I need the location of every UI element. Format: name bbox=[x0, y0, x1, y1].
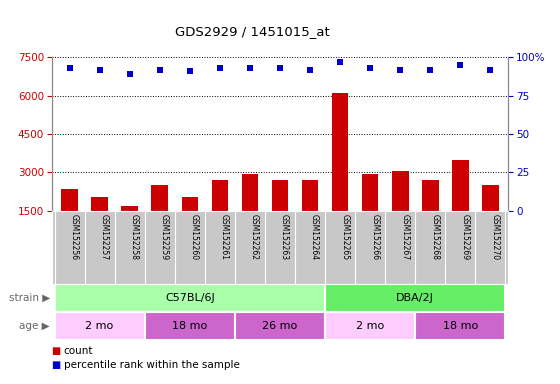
Text: strain ▶: strain ▶ bbox=[8, 293, 50, 303]
Bar bbox=[416, 312, 506, 340]
Text: GSM152258: GSM152258 bbox=[130, 214, 139, 260]
Bar bbox=[325, 312, 416, 340]
Text: ■: ■ bbox=[52, 360, 61, 370]
Point bbox=[155, 66, 164, 73]
Text: GDS2929 / 1451015_at: GDS2929 / 1451015_at bbox=[175, 25, 329, 38]
Text: DBA/2J: DBA/2J bbox=[396, 293, 434, 303]
Bar bbox=[452, 160, 469, 249]
Bar bbox=[325, 284, 506, 312]
Text: GSM152264: GSM152264 bbox=[310, 214, 319, 260]
Text: GSM152260: GSM152260 bbox=[190, 214, 199, 260]
Bar bbox=[91, 197, 108, 249]
Bar bbox=[151, 185, 168, 249]
Point bbox=[335, 59, 344, 65]
Text: C57BL/6J: C57BL/6J bbox=[165, 293, 214, 303]
Point bbox=[426, 66, 435, 73]
Point bbox=[456, 62, 465, 68]
Text: ■: ■ bbox=[52, 346, 61, 356]
Point bbox=[245, 65, 254, 71]
Text: GSM152261: GSM152261 bbox=[220, 214, 229, 260]
Bar bbox=[181, 197, 198, 249]
Text: GSM152257: GSM152257 bbox=[100, 214, 109, 260]
Text: GSM152256: GSM152256 bbox=[69, 214, 78, 260]
Bar bbox=[362, 174, 379, 249]
Bar bbox=[54, 312, 144, 340]
Point bbox=[125, 71, 134, 77]
Text: GSM152268: GSM152268 bbox=[430, 214, 439, 260]
Bar bbox=[122, 206, 138, 249]
Text: 2 mo: 2 mo bbox=[356, 321, 384, 331]
Text: GSM152259: GSM152259 bbox=[160, 214, 169, 260]
Bar bbox=[332, 93, 348, 249]
Text: GSM152262: GSM152262 bbox=[250, 214, 259, 260]
Text: 18 mo: 18 mo bbox=[172, 321, 207, 331]
Point bbox=[276, 65, 284, 71]
Point bbox=[95, 66, 104, 73]
Bar bbox=[212, 180, 228, 249]
Bar bbox=[392, 171, 408, 249]
Point bbox=[185, 68, 194, 74]
Text: 26 mo: 26 mo bbox=[263, 321, 297, 331]
Bar bbox=[61, 189, 78, 249]
Bar bbox=[242, 174, 258, 249]
Bar bbox=[482, 185, 499, 249]
Text: GSM152267: GSM152267 bbox=[400, 214, 409, 260]
Text: 2 mo: 2 mo bbox=[86, 321, 114, 331]
Text: age ▶: age ▶ bbox=[19, 321, 50, 331]
Text: percentile rank within the sample: percentile rank within the sample bbox=[64, 360, 240, 370]
Bar bbox=[144, 312, 235, 340]
Point bbox=[306, 66, 315, 73]
Text: GSM152269: GSM152269 bbox=[460, 214, 469, 260]
Text: GSM152266: GSM152266 bbox=[370, 214, 379, 260]
Bar bbox=[302, 180, 318, 249]
Text: GSM152263: GSM152263 bbox=[280, 214, 289, 260]
Point bbox=[216, 65, 225, 71]
Bar bbox=[235, 312, 325, 340]
Point bbox=[396, 66, 405, 73]
Point bbox=[65, 65, 74, 71]
Text: count: count bbox=[64, 346, 94, 356]
Point bbox=[366, 65, 375, 71]
Bar bbox=[272, 180, 288, 249]
Bar bbox=[54, 284, 325, 312]
Text: GSM152270: GSM152270 bbox=[491, 214, 500, 260]
Text: GSM152265: GSM152265 bbox=[340, 214, 349, 260]
Text: 18 mo: 18 mo bbox=[443, 321, 478, 331]
Bar bbox=[422, 180, 438, 249]
Point bbox=[486, 66, 495, 73]
